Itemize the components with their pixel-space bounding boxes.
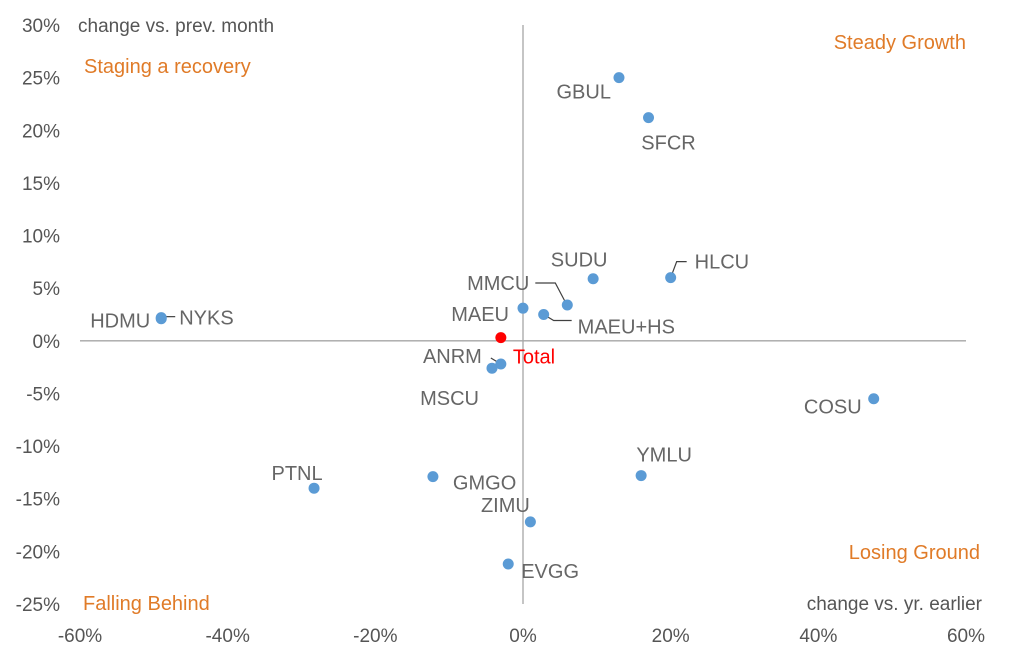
y-tick-label: 20% [22, 121, 60, 142]
point-label-evgg: EVGG [521, 561, 579, 583]
y-tick-label: 15% [22, 174, 60, 195]
point-label-total: Total [513, 347, 555, 369]
y-tick-label: -10% [16, 437, 60, 458]
leader-lines [163, 261, 687, 365]
point-labels: GBUL SFCR SUDU HLCU MMCU MAEU MAEU+HS NYKS HDMU T… [90, 82, 861, 583]
point-ymlu [635, 470, 647, 482]
x-tick-label: 40% [799, 626, 837, 647]
axis-titles: change vs. prev. month change vs. yr. ea… [78, 16, 983, 615]
point-cosu [868, 393, 880, 405]
y-tick-label: -5% [26, 384, 60, 405]
y-tick-label: -20% [16, 542, 60, 563]
point-sfcr [643, 112, 655, 124]
point-zimu [524, 516, 536, 528]
point-label-maeu: MAEU [451, 304, 509, 326]
y-tick-label: -25% [16, 595, 60, 616]
point-mmcu [561, 299, 573, 311]
point-sudu [587, 273, 599, 285]
point-label-ymlu: YMLU [636, 445, 692, 467]
point-label-nyks: NYKS [179, 308, 233, 330]
point-total [495, 332, 507, 344]
point-anrm [495, 358, 507, 370]
data-points [155, 72, 880, 570]
x-tick-label: 60% [947, 626, 985, 647]
quadrant-label-steady-growth: Steady Growth [834, 32, 966, 54]
y-tick-label: 30% [22, 16, 60, 37]
point-label-sudu: SUDU [551, 250, 608, 272]
x-tick-label: -40% [205, 626, 249, 647]
point-label-hlcu: HLCU [695, 252, 749, 274]
point-label-gmgo: GMGO [453, 473, 516, 495]
y-tick-label: 25% [22, 69, 60, 90]
quadrant-label-losing-ground: Losing Ground [849, 542, 980, 564]
y-tick-label: 5% [33, 279, 61, 300]
point-maeu [517, 302, 529, 314]
point-label-sfcr: SFCR [641, 133, 695, 155]
point-label-gbul: GBUL [557, 82, 611, 104]
point-ptnl [308, 482, 320, 494]
point-label-anrm: ANRM [423, 346, 482, 368]
point-label-mmcu: MMCU [467, 273, 529, 295]
point-label-ptnl: PTNL [271, 463, 322, 485]
quadrant-label-falling-behind: Falling Behind [83, 593, 210, 615]
y-tick-label: 0% [33, 332, 61, 353]
y-axis-title: change vs. prev. month [78, 16, 274, 37]
point-evgg [502, 558, 514, 570]
x-axis-title: change vs. yr. earlier [807, 594, 983, 615]
tick-labels: 30% 25% 20% 15% 10% 5% 0% -5% -10% -15% -20% -25% -6… [16, 16, 985, 647]
point-label-mscu: MSCU [420, 388, 479, 410]
point-label-maeu-hs: MAEU+HS [578, 317, 675, 339]
leader-line-hlcu [670, 261, 687, 278]
point-label-cosu: COSU [804, 397, 862, 419]
point-label-zimu: ZIMU [481, 495, 530, 517]
point-hdmu [155, 313, 167, 325]
point-label-hdmu: HDMU [90, 311, 150, 333]
leader-line-mmcu [535, 282, 566, 303]
point-gbul [613, 72, 625, 84]
point-mscu [486, 362, 498, 374]
axes [80, 25, 966, 604]
quadrant-label-staging-a-recovery: Staging a recovery [84, 56, 251, 78]
x-tick-label: -60% [58, 626, 102, 647]
quadrant-labels: Steady Growth Staging a recovery Losing … [83, 32, 980, 615]
point-maeu-hs [538, 309, 550, 320]
x-tick-label: -20% [353, 626, 397, 647]
x-tick-label: 0% [509, 626, 537, 647]
x-tick-label: 20% [652, 626, 690, 647]
point-gmgo [427, 471, 439, 483]
point-hlcu [665, 272, 677, 284]
y-tick-label: 10% [22, 227, 60, 248]
y-tick-label: -15% [16, 490, 60, 511]
